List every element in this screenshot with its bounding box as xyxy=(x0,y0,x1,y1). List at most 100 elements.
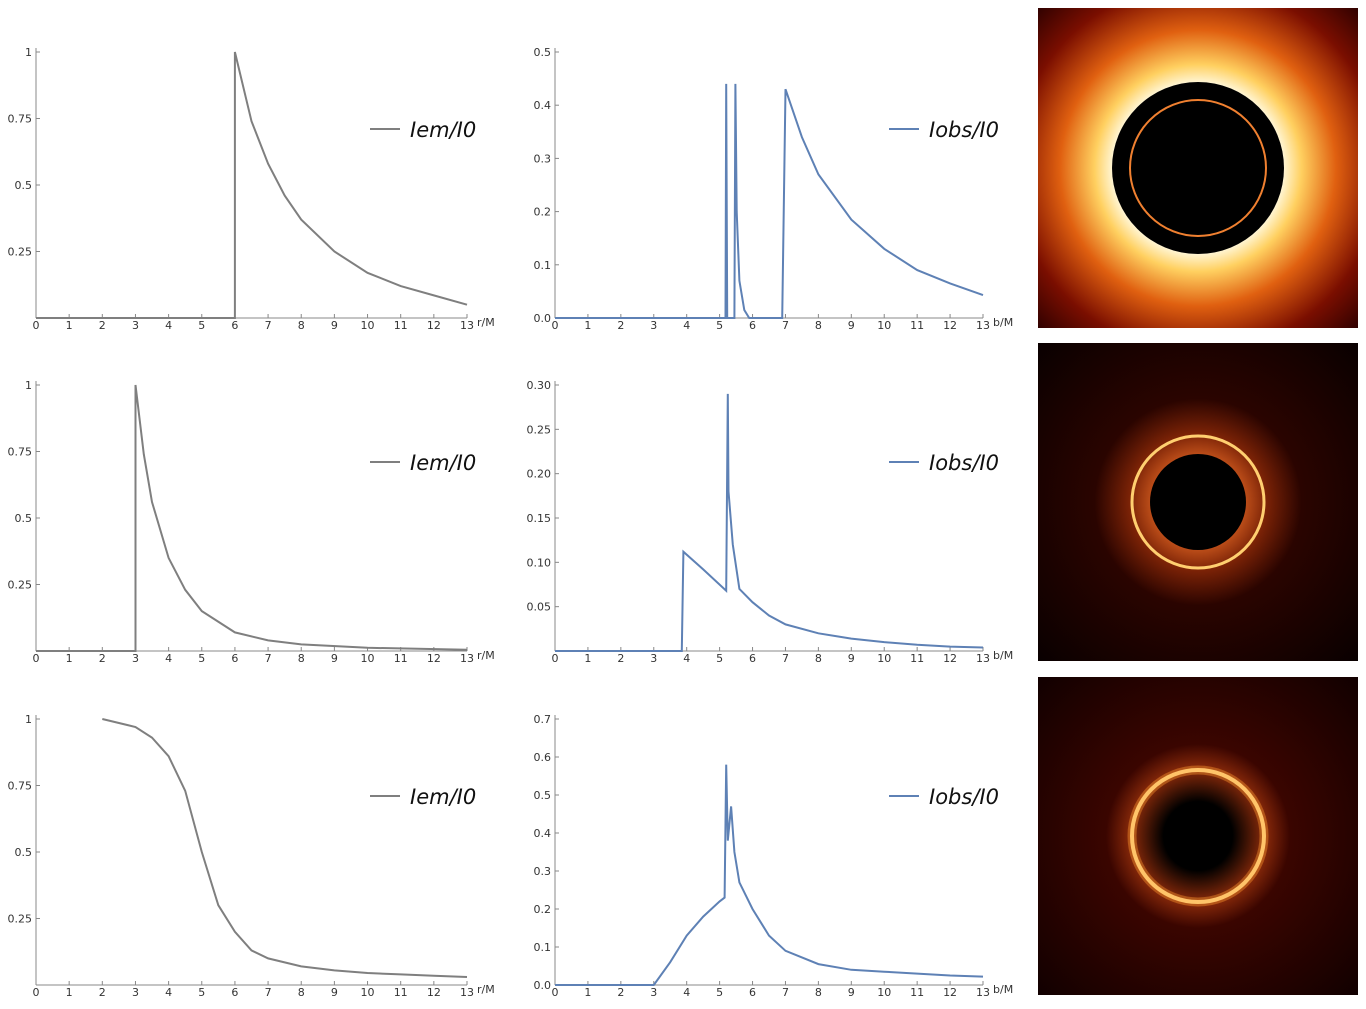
x-tick-label: 8 xyxy=(815,986,822,999)
x-tick-label: 4 xyxy=(683,652,690,665)
x-tick-label: 0 xyxy=(33,319,40,332)
x-tick-label: 13 xyxy=(460,652,474,665)
x-tick-label: 13 xyxy=(976,652,990,665)
y-tick-label: 0.25 xyxy=(527,423,552,436)
x-tick-label: 3 xyxy=(132,986,139,999)
x-tick-label: 0 xyxy=(552,319,559,332)
x-tick-label: 3 xyxy=(650,986,657,999)
y-tick-label: 0.5 xyxy=(534,46,552,59)
x-tick-label: 13 xyxy=(976,986,990,999)
x-tick-label: 1 xyxy=(584,986,591,999)
chart: 0 1 2 3 4 5 6 7 8 9 10 11 12 130.00.10.20.30.40.5b/MI… xyxy=(534,46,1014,332)
y-tick-label: 0.7 xyxy=(534,713,552,726)
legend-label: Iem/I0 xyxy=(410,451,476,475)
x-tick-label: 6 xyxy=(231,986,238,999)
x-tick-label: 3 xyxy=(650,319,657,332)
x-tick-label: 5 xyxy=(198,652,205,665)
x-tick-label: 5 xyxy=(198,986,205,999)
x-tick-label: 0 xyxy=(552,652,559,665)
y-tick-label: 0.5 xyxy=(15,179,33,192)
x-tick-label: 4 xyxy=(165,652,172,665)
x-tick-label: 1 xyxy=(584,652,591,665)
x-tick-label: 9 xyxy=(848,652,855,665)
x-tick-label: 5 xyxy=(716,319,723,332)
x-tick-label: 0 xyxy=(33,986,40,999)
image-3 xyxy=(1038,677,1358,995)
y-tick-label: 0.25 xyxy=(8,246,33,259)
y-tick-label: 0.30 xyxy=(527,379,552,392)
x-tick-label: 2 xyxy=(99,319,106,332)
x-tick-label: 11 xyxy=(910,652,924,665)
x-axis-label: b/M xyxy=(993,316,1013,329)
x-tick-label: 10 xyxy=(877,986,891,999)
x-tick-label: 8 xyxy=(298,319,305,332)
legend-label: Iobs/I0 xyxy=(929,785,999,809)
y-tick-label: 0.0 xyxy=(534,979,552,992)
x-tick-label: 2 xyxy=(617,986,624,999)
x-tick-label: 4 xyxy=(165,319,172,332)
x-tick-label: 9 xyxy=(848,986,855,999)
x-tick-label: 8 xyxy=(298,986,305,999)
data-line xyxy=(555,764,984,986)
y-tick-label: 0.2 xyxy=(534,903,552,916)
x-axis-label: r/M xyxy=(477,649,495,662)
x-axis-label: r/M xyxy=(477,983,495,996)
y-tick-label: 0.1 xyxy=(534,941,552,954)
x-tick-label: 9 xyxy=(331,652,338,665)
x-tick-label: 7 xyxy=(782,986,789,999)
x-tick-label: 10 xyxy=(361,986,375,999)
x-tick-label: 6 xyxy=(749,652,756,665)
x-axis-label: r/M xyxy=(477,316,495,329)
x-tick-label: 11 xyxy=(394,986,408,999)
x-tick-label: 12 xyxy=(427,319,441,332)
x-tick-label: 2 xyxy=(617,319,624,332)
legend-label: Iobs/I0 xyxy=(929,118,999,142)
y-tick-label: 0.1 xyxy=(534,259,552,272)
y-tick-label: 0.15 xyxy=(527,512,552,525)
x-tick-label: 9 xyxy=(331,319,338,332)
x-tick-label: 10 xyxy=(361,652,375,665)
x-tick-label: 12 xyxy=(943,986,957,999)
y-tick-label: 0.05 xyxy=(527,601,552,614)
legend-label: Iobs/I0 xyxy=(929,451,999,475)
y-tick-label: 0.20 xyxy=(527,468,552,481)
y-tick-label: 1 xyxy=(25,713,32,726)
x-tick-label: 0 xyxy=(552,986,559,999)
x-tick-label: 1 xyxy=(66,986,73,999)
y-tick-label: 0.0 xyxy=(534,312,552,325)
y-tick-label: 0.75 xyxy=(8,113,33,126)
x-tick-label: 10 xyxy=(877,652,891,665)
x-tick-label: 11 xyxy=(394,652,408,665)
y-tick-label: 0.5 xyxy=(15,512,33,525)
legend-label: Iem/I0 xyxy=(410,118,476,142)
y-tick-label: 0.3 xyxy=(534,865,552,878)
x-tick-label: 4 xyxy=(683,986,690,999)
x-tick-label: 1 xyxy=(66,652,73,665)
x-tick-label: 7 xyxy=(782,652,789,665)
y-tick-label: 1 xyxy=(25,379,32,392)
image-2 xyxy=(1038,343,1358,661)
x-tick-label: 13 xyxy=(460,986,474,999)
x-tick-label: 5 xyxy=(716,986,723,999)
x-tick-label: 10 xyxy=(877,319,891,332)
legend-label: Iem/I0 xyxy=(410,785,476,809)
y-tick-label: 0.75 xyxy=(8,446,33,459)
y-tick-label: 0.4 xyxy=(534,99,552,112)
y-tick-label: 0.25 xyxy=(8,579,33,592)
y-tick-label: 0.10 xyxy=(527,556,552,569)
x-tick-label: 6 xyxy=(749,986,756,999)
x-tick-label: 3 xyxy=(132,319,139,332)
x-tick-label: 5 xyxy=(716,652,723,665)
y-tick-label: 0.2 xyxy=(534,206,552,219)
x-tick-label: 2 xyxy=(617,652,624,665)
y-tick-label: 0.6 xyxy=(534,751,552,764)
x-tick-label: 11 xyxy=(910,319,924,332)
y-tick-label: 0.3 xyxy=(534,152,552,165)
x-tick-label: 4 xyxy=(165,986,172,999)
x-tick-label: 3 xyxy=(132,652,139,665)
x-tick-label: 6 xyxy=(231,319,238,332)
x-tick-label: 1 xyxy=(66,319,73,332)
